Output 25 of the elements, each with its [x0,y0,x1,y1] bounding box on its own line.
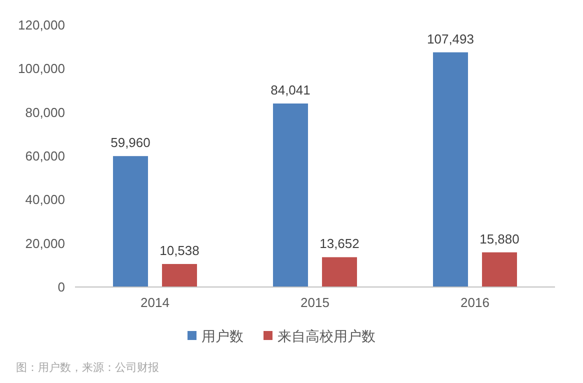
y-tick-label: 20,000 [25,236,65,251]
bar [322,257,357,287]
data-label: 13,652 [320,236,360,252]
y-tick-label: 0 [58,280,65,295]
data-label: 107,493 [427,31,474,46]
bar [433,52,468,287]
bar [162,264,197,287]
bar [273,104,308,287]
y-tick-label: 80,000 [25,104,65,120]
data-label: 15,880 [480,231,520,246]
legend-label: 来自高校用户数 [278,328,376,344]
text: 图：用户数，来源：公司财报 [16,360,159,374]
bar [482,252,517,287]
legend-label: 用户数 [202,328,244,344]
data-label: 84,041 [270,82,310,98]
x-tick-label: 2015 [300,295,330,310]
y-tick-label: 60,000 [25,148,65,164]
y-tick-label: 40,000 [25,192,65,208]
data-label: 10,538 [160,242,200,258]
x-tick-label: 2016 [460,295,490,310]
bar [113,156,148,287]
data-label: 59,960 [110,135,150,150]
x-tick-label: 2014 [140,295,170,310]
y-tick-label: 100,000 [18,61,65,76]
y-tick-label: 120,000 [18,18,65,33]
